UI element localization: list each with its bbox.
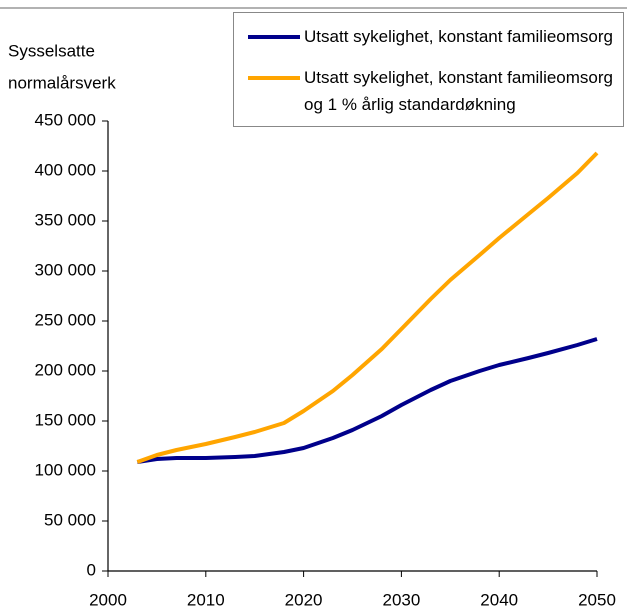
y-tick-label: 200 000 [35,360,96,379]
x-tick-label: 2030 [382,590,420,609]
legend-swatch [248,76,301,80]
y-tick-label: 150 000 [35,410,96,429]
y-tick-label: 250 000 [35,310,96,329]
y-tick-label: 50 000 [44,510,96,529]
y-tick-label: 450 000 [35,110,96,129]
x-tick-label: 2000 [89,590,127,609]
y-tick-label: 0 [87,560,96,579]
series-line [136,337,598,464]
y-tick-label: 100 000 [35,460,96,479]
x-tick-label: 2050 [578,590,616,609]
legend-entry: Utsatt sykelighet, konstant familieomsor… [248,23,613,50]
legend: Utsatt sykelighet, konstant familieomsor… [233,12,624,127]
legend-label: Utsatt sykelighet, konstant familieomsor… [304,68,613,114]
y-axis-label: Sysselsatte [8,41,95,60]
x-tick-label: 2010 [187,590,225,609]
y-axis-label: normalårsverk [8,73,116,92]
legend-label: Utsatt sykelighet, konstant familieomsor… [304,27,613,46]
series-line [136,151,599,464]
y-tick-label: 350 000 [35,210,96,229]
y-tick-label: 300 000 [35,260,96,279]
y-tick-label: 400 000 [35,160,96,179]
legend-swatch [248,35,301,39]
x-tick-label: 2020 [285,590,323,609]
legend-entry: Utsatt sykelighet, konstant familieomsor… [248,64,613,118]
x-tick-label: 2040 [480,590,518,609]
